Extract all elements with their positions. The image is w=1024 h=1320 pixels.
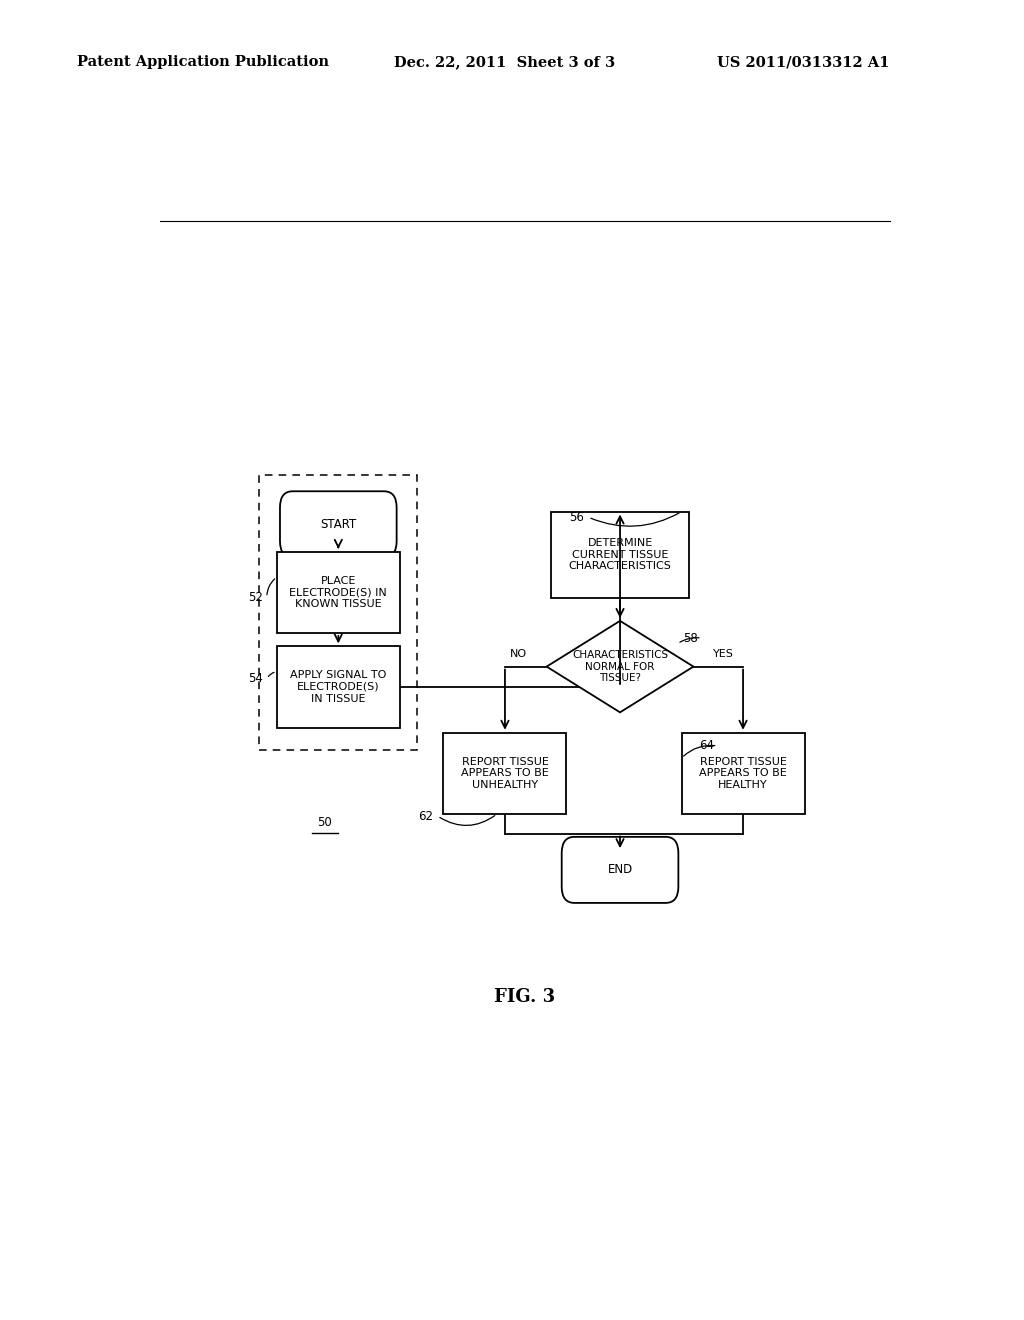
Text: END: END <box>607 863 633 876</box>
Text: FIG. 3: FIG. 3 <box>495 987 555 1006</box>
Text: PLACE
ELECTRODE(S) IN
KNOWN TISSUE: PLACE ELECTRODE(S) IN KNOWN TISSUE <box>290 576 387 609</box>
FancyBboxPatch shape <box>562 837 678 903</box>
Bar <box>551 512 689 598</box>
Text: 54: 54 <box>248 672 263 685</box>
Text: NO: NO <box>510 649 527 660</box>
Bar <box>443 733 566 814</box>
FancyBboxPatch shape <box>280 491 396 557</box>
Text: 64: 64 <box>698 739 714 752</box>
Bar <box>276 647 399 727</box>
Bar <box>259 475 417 750</box>
Text: Dec. 22, 2011  Sheet 3 of 3: Dec. 22, 2011 Sheet 3 of 3 <box>394 55 615 70</box>
Text: CHARACTERISTICS
NORMAL FOR
TISSUE?: CHARACTERISTICS NORMAL FOR TISSUE? <box>572 649 668 684</box>
Text: Patent Application Publication: Patent Application Publication <box>77 55 329 70</box>
Text: 58: 58 <box>683 632 697 644</box>
Text: START: START <box>321 517 356 531</box>
Text: REPORT TISSUE
APPEARS TO BE
UNHEALTHY: REPORT TISSUE APPEARS TO BE UNHEALTHY <box>461 756 549 789</box>
Bar <box>276 552 399 634</box>
Text: YES: YES <box>713 649 734 660</box>
Text: 52: 52 <box>248 591 263 605</box>
Polygon shape <box>547 620 693 713</box>
Text: 62: 62 <box>419 809 433 822</box>
Text: 50: 50 <box>317 816 332 829</box>
Text: US 2011/0313312 A1: US 2011/0313312 A1 <box>717 55 889 70</box>
Text: APPLY SIGNAL TO
ELECTRODE(S)
IN TISSUE: APPLY SIGNAL TO ELECTRODE(S) IN TISSUE <box>290 671 386 704</box>
Text: DETERMINE
CURRENT TISSUE
CHARACTERISTICS: DETERMINE CURRENT TISSUE CHARACTERISTICS <box>568 539 672 572</box>
Text: 56: 56 <box>569 511 585 524</box>
Text: REPORT TISSUE
APPEARS TO BE
HEALTHY: REPORT TISSUE APPEARS TO BE HEALTHY <box>699 756 786 789</box>
Bar <box>682 733 805 814</box>
